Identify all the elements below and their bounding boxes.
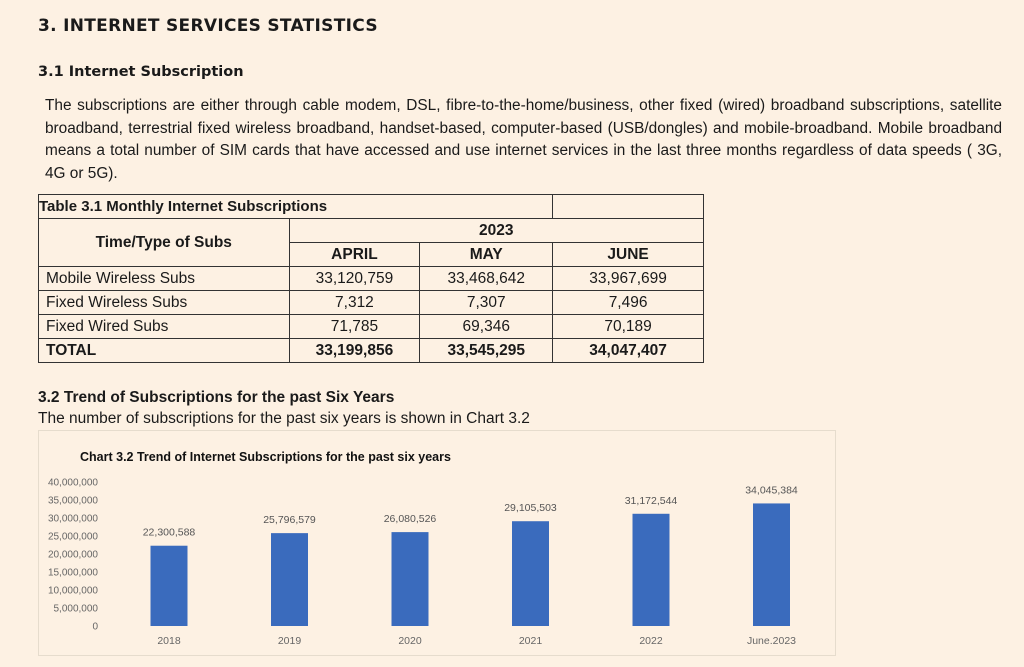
total-cell: 33,199,856 bbox=[288, 338, 421, 363]
table-cell: 69,346 bbox=[419, 314, 554, 339]
chart-bar bbox=[753, 503, 790, 626]
row-label: Fixed Wired Subs bbox=[38, 314, 290, 339]
y-tick-label: 25,000,000 bbox=[48, 532, 98, 543]
y-tick-label: 30,000,000 bbox=[48, 514, 98, 525]
table-year-row: Time/Type of Subs 2023 bbox=[38, 218, 704, 267]
x-axis-labels: 2018 2019 2020 2021 2022 June.2023 bbox=[157, 635, 796, 647]
y-tick-label: 35,000,000 bbox=[48, 496, 98, 507]
x-tick-label: 2018 bbox=[157, 635, 181, 647]
x-tick-label: 2019 bbox=[278, 635, 302, 647]
bar-value-label: 22,300,588 bbox=[143, 527, 196, 539]
bar-value-label: 31,172,544 bbox=[625, 495, 678, 507]
y-tick-label: 10,000,000 bbox=[48, 586, 98, 597]
chart-bar bbox=[512, 521, 549, 626]
table-cell: 7,496 bbox=[552, 290, 704, 315]
bar-value-label: 34,045,384 bbox=[745, 484, 798, 496]
chart-title: Chart 3.2 Trend of Internet Subscription… bbox=[80, 450, 451, 464]
total-cell: 33,545,295 bbox=[419, 338, 554, 363]
subsection-title-trend: 3.2 Trend of Subscriptions for the past … bbox=[38, 389, 395, 406]
table-row: Fixed Wired Subs 71,785 69,346 70,189 bbox=[38, 314, 704, 339]
monthly-subscriptions-table: Table 3.1 Monthly Internet Subscriptions… bbox=[37, 194, 704, 363]
row-label: Mobile Wireless Subs bbox=[38, 266, 290, 291]
month-header: APRIL bbox=[288, 242, 421, 267]
table-row: Mobile Wireless Subs 33,120,759 33,468,6… bbox=[38, 266, 704, 291]
year-header: 2023 bbox=[288, 218, 704, 243]
month-header: MAY bbox=[419, 242, 554, 267]
bar-value-label: 29,105,503 bbox=[504, 502, 557, 514]
table-total-row: TOTAL 33,199,856 33,545,295 34,047,407 bbox=[38, 338, 704, 363]
chart-bar bbox=[150, 545, 188, 626]
bar-value-label: 25,796,579 bbox=[263, 514, 316, 526]
y-tick-label: 15,000,000 bbox=[48, 568, 98, 579]
x-tick-label: 2020 bbox=[398, 635, 422, 647]
month-header: JUNE bbox=[552, 242, 704, 267]
table-cell: 33,967,699 bbox=[552, 266, 704, 291]
table-cell: 33,468,642 bbox=[419, 266, 554, 291]
subsection-title-internet-subscription: 3.1 Internet Subscription bbox=[38, 64, 244, 80]
table-caption: Table 3.1 Monthly Internet Subscriptions bbox=[37, 194, 554, 219]
row-label: Fixed Wireless Subs bbox=[38, 290, 290, 315]
table-caption-row: Table 3.1 Monthly Internet Subscriptions bbox=[37, 194, 704, 219]
total-label: TOTAL bbox=[38, 338, 290, 363]
y-tick-label: 5,000,000 bbox=[54, 604, 99, 615]
y-axis-ticks: 0 5,000,000 10,000,000 15,000,000 20,000,000… bbox=[48, 478, 99, 633]
row-header: Time/Type of Subs bbox=[38, 218, 290, 267]
table-row: Fixed Wireless Subs 7,312 7,307 7,496 bbox=[38, 290, 704, 315]
table-cell: 7,312 bbox=[288, 290, 421, 315]
chart-svg: Chart 3.2 Trend of Internet Subscription… bbox=[48, 450, 798, 647]
y-tick-label: 20,000,000 bbox=[48, 550, 98, 561]
table-cell: 7,307 bbox=[419, 290, 554, 315]
y-tick-label: 40,000,000 bbox=[48, 478, 98, 489]
chart-bar bbox=[391, 532, 429, 626]
table-caption-empty-cell bbox=[552, 194, 704, 219]
bars: 22,300,588 25,796,579 26,080,526 29,105,503… bbox=[143, 484, 798, 626]
x-tick-label: June.2023 bbox=[747, 635, 796, 647]
x-tick-label: 2021 bbox=[519, 635, 543, 647]
chart-bar bbox=[632, 513, 670, 626]
total-cell: 34,047,407 bbox=[552, 338, 704, 363]
table-cell: 70,189 bbox=[552, 314, 704, 339]
table-cell: 71,785 bbox=[288, 314, 421, 339]
section-title: 3. INTERNET SERVICES STATISTICS bbox=[38, 16, 378, 36]
table-month-row: APRIL MAY JUNE bbox=[39, 242, 704, 267]
table-cell: 33,120,759 bbox=[288, 266, 421, 291]
x-tick-label: 2022 bbox=[639, 635, 663, 647]
subscriptions-trend-chart: Chart 3.2 Trend of Internet Subscription… bbox=[38, 430, 836, 656]
trend-description: The number of subscriptions for the past… bbox=[38, 410, 530, 427]
bar-value-label: 26,080,526 bbox=[384, 513, 437, 525]
y-tick-label: 0 bbox=[92, 622, 98, 633]
subscription-paragraph: The subscriptions are either through cab… bbox=[45, 97, 1002, 182]
chart-bar bbox=[271, 533, 308, 626]
